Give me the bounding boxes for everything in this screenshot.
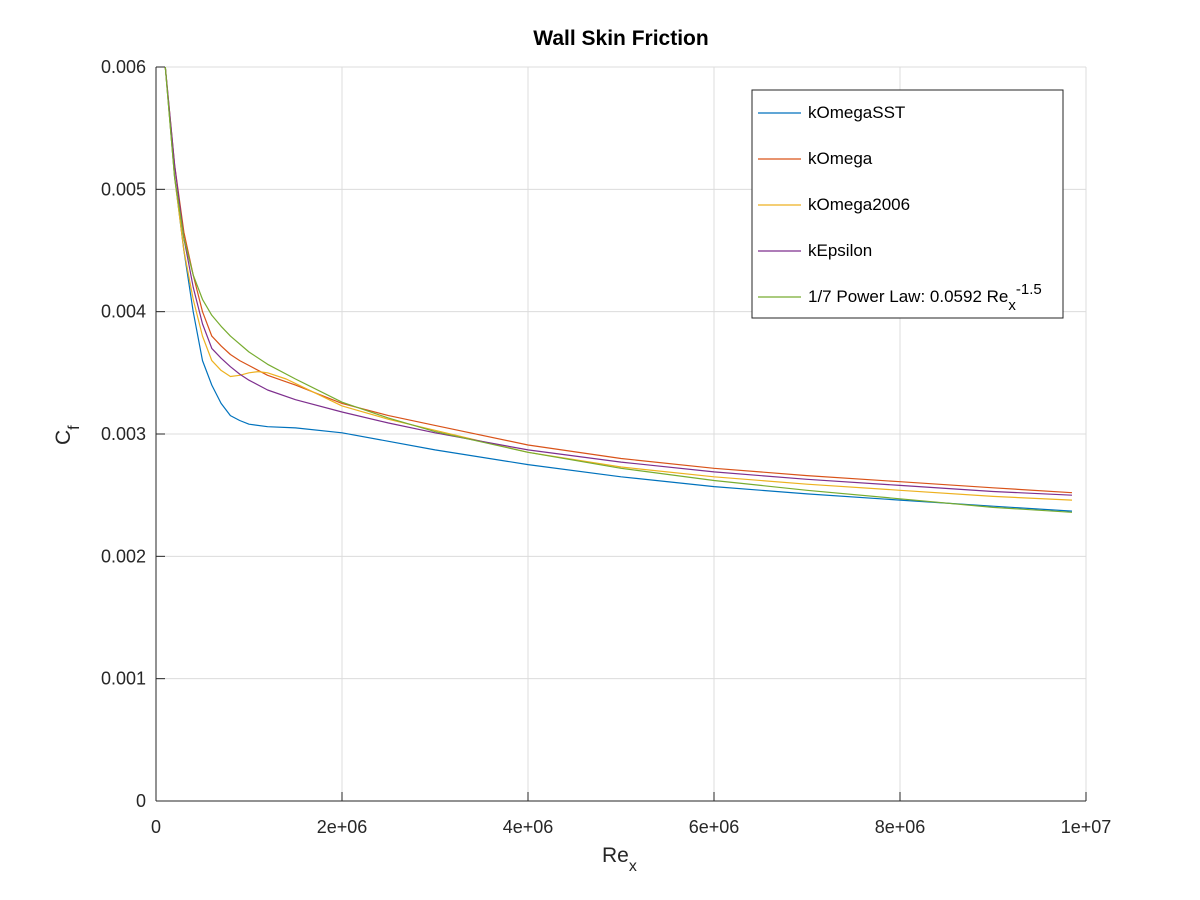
chart-title: Wall Skin Friction	[533, 27, 708, 50]
series-lines	[164, 66, 1073, 513]
series-line-2	[164, 66, 1073, 501]
series-line-3	[164, 66, 1073, 496]
y-axis-label: Cf	[52, 425, 83, 445]
series-line-0	[164, 66, 1073, 512]
legend-label-0: kOmegaSST	[808, 103, 905, 122]
x-tick-label-0: 0	[151, 817, 161, 837]
legend-box	[751, 89, 1064, 319]
x-axis-label-sub: x	[629, 858, 637, 875]
x-tick-label-3: 6e+06	[689, 817, 740, 837]
y-tick-label-5: 0.005	[101, 179, 146, 199]
x-tick-label-2: 4e+06	[503, 817, 554, 837]
legend-label-1: kOmega	[808, 149, 873, 168]
tick-labels: 0 2e+06 4e+06 6e+06 8e+06 1e+07 0 0.001 0.002 0.0…	[101, 57, 1111, 837]
legend-label-4: 1/7 Power Law: 0.0592 Rex-1.5	[808, 281, 1042, 314]
x-axis-label: Rex	[602, 844, 637, 875]
y-tick-label-0: 0	[136, 791, 146, 811]
y-axis-label-base: C	[52, 430, 75, 445]
y-tick-label-3: 0.003	[101, 424, 146, 444]
y-tick-label-2: 0.002	[101, 546, 146, 566]
x-tick-label-5: 1e+07	[1061, 817, 1112, 837]
axes	[155, 66, 1087, 802]
legend-label-2: kOmega2006	[808, 195, 910, 214]
legend: kOmegaSST kOmega kOmega2006 kEpsilon 1/7 Pow…	[751, 89, 1064, 319]
series-line-1	[164, 66, 1073, 494]
series-line-4	[164, 66, 1073, 513]
y-tick-label-1: 0.001	[101, 669, 146, 689]
x-tick-label-1: 2e+06	[317, 817, 368, 837]
y-tick-label-4: 0.004	[101, 302, 146, 322]
legend-label-3: kEpsilon	[808, 241, 872, 260]
x-tick-label-4: 8e+06	[875, 817, 926, 837]
y-tick-label-6: 0.006	[101, 57, 146, 77]
y-axis-label-sub: f	[66, 425, 83, 430]
x-axis-label-base: Re	[602, 844, 629, 867]
